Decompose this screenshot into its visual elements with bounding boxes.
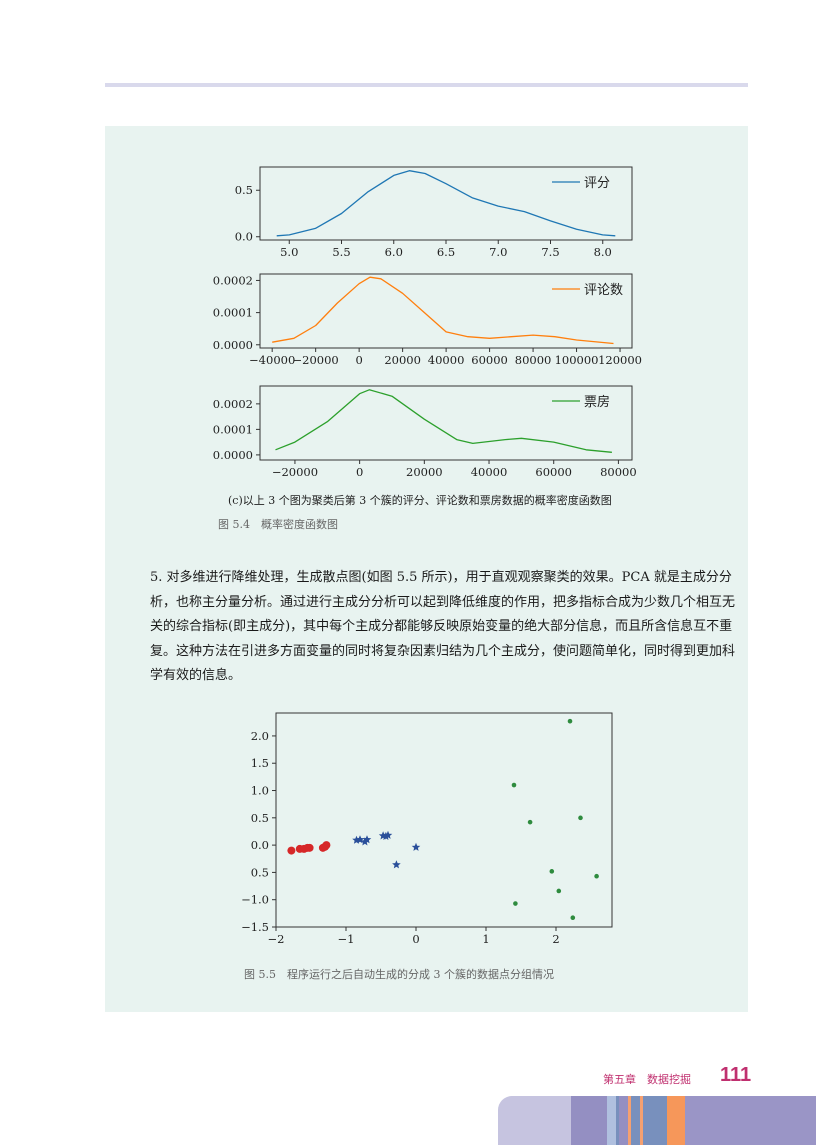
footer-band bbox=[619, 1096, 628, 1145]
x-tick-label: −1 bbox=[338, 932, 355, 946]
figure-5-4-subcaption: (c)以上 3 个图为聚类后第 3 个簇的评分、评论数和票房数据的概率密度函数图 bbox=[228, 494, 612, 507]
x-tick-label: 60000 bbox=[471, 353, 508, 367]
scatter-point bbox=[287, 846, 296, 855]
figure-5-4-caption: 图 5.4 概率密度函数图 bbox=[218, 518, 338, 531]
x-tick-label: 20000 bbox=[384, 353, 421, 367]
plot-frame bbox=[259, 385, 633, 461]
chart-1: 5.0 5.5 6.0 6.5 7.0 7.5 8.0 0.0 0.5 评分 bbox=[235, 166, 633, 259]
scatter-point bbox=[411, 842, 421, 851]
footer-band bbox=[667, 1096, 685, 1145]
x-tick-label: 0 bbox=[355, 353, 362, 367]
x-tick-label: 6.5 bbox=[437, 245, 455, 259]
x-tick-label: 5.0 bbox=[280, 245, 298, 259]
scatter-point bbox=[578, 815, 583, 821]
scatter-point bbox=[383, 830, 393, 839]
y-tick-label: 2.0 bbox=[251, 729, 269, 743]
x-tick-label: −20000 bbox=[272, 465, 318, 479]
x-tick-label: 80000 bbox=[600, 465, 637, 479]
x-tick-label: 120000 bbox=[598, 353, 642, 367]
footer-band bbox=[571, 1096, 607, 1145]
density-line bbox=[276, 170, 616, 237]
x-tick-label: 40000 bbox=[471, 465, 508, 479]
scatter-point bbox=[594, 873, 599, 879]
x-tick-label: 8.0 bbox=[594, 245, 612, 259]
scatter-point bbox=[352, 835, 361, 844]
y-tick-label: 1.0 bbox=[251, 784, 269, 798]
chart-4: −2 −1 0 1 2 2.0 1.5 1.0 0.5 0.0 0.5 −1.0 −1.5 bbox=[241, 712, 613, 946]
y-tick-label: 0.0 bbox=[251, 838, 269, 852]
y-tick-label: 0.0000 bbox=[213, 338, 253, 352]
legend-label: 票房 bbox=[584, 394, 610, 410]
scatter-point bbox=[527, 819, 533, 825]
scatter-point bbox=[549, 869, 555, 874]
y-tick-label: −1.5 bbox=[241, 920, 269, 934]
x-tick-label: −40000 bbox=[249, 353, 295, 367]
x-tick-label: 100000 bbox=[555, 353, 599, 367]
x-tick-label: −2 bbox=[268, 932, 285, 946]
plot-frame bbox=[275, 712, 613, 928]
scatter-point bbox=[355, 835, 365, 844]
body-paragraph: 5. 对多维进行降维处理，生成散点图(如图 5.5 所示)，用于直观观察聚类的效… bbox=[150, 566, 746, 689]
scatter-point bbox=[305, 843, 314, 852]
scatter-point bbox=[570, 915, 576, 921]
chart-2: −40000−20000 0 20000 40000 60000 80000 100000 1… bbox=[213, 273, 642, 367]
footer-band bbox=[640, 1096, 643, 1145]
x-tick-label: 80000 bbox=[515, 353, 552, 367]
legend-label: 评分 bbox=[584, 176, 610, 191]
y-tick-label: 0.0001 bbox=[213, 306, 253, 320]
x-tick-label: 40000 bbox=[428, 353, 465, 367]
legend-label: 评论数 bbox=[584, 283, 623, 298]
scatter-point bbox=[567, 718, 573, 724]
footer-band bbox=[616, 1096, 619, 1145]
scatter-point bbox=[513, 901, 518, 906]
page-number: 111 bbox=[720, 1064, 752, 1086]
y-tick-label: 0.5 bbox=[251, 811, 269, 825]
y-tick-label: 0.0002 bbox=[213, 397, 253, 411]
chart-3: −20000 0 20000 40000 60000 80000 0.0000 0.0001 0… bbox=[213, 385, 637, 479]
y-tick-label: −1.0 bbox=[241, 893, 269, 907]
density-line bbox=[272, 276, 614, 345]
x-tick-label: 1 bbox=[482, 932, 489, 946]
footer-band bbox=[643, 1096, 667, 1145]
figure-5-5-caption: 图 5.5 程序运行之后自动生成的分成 3 个簇的数据点分组情况 bbox=[244, 968, 554, 981]
y-tick-label: 0.0 bbox=[235, 230, 253, 244]
x-tick-label: 20000 bbox=[406, 465, 443, 479]
header-rule bbox=[105, 83, 748, 87]
footer-band bbox=[607, 1096, 616, 1145]
x-tick-label: 5.5 bbox=[332, 245, 350, 259]
footer-band bbox=[498, 1096, 571, 1145]
x-tick-label: 7.5 bbox=[541, 245, 559, 259]
scatter-point bbox=[392, 860, 401, 869]
footer-band bbox=[631, 1096, 640, 1145]
scatter-point bbox=[511, 782, 517, 788]
scatter-point bbox=[322, 841, 331, 850]
y-tick-label: 0.5 bbox=[235, 183, 253, 197]
paragraph-text: 5. 对多维进行降维处理，生成散点图(如图 5.5 所示)，用于直观观察聚类的效… bbox=[150, 570, 736, 683]
x-tick-label: 0 bbox=[412, 932, 419, 946]
x-tick-label: −20000 bbox=[293, 353, 339, 367]
scatter-point bbox=[556, 888, 562, 894]
y-tick-label: 0.5 bbox=[251, 865, 269, 879]
y-tick-label: 0.0001 bbox=[213, 422, 253, 436]
plot-frame bbox=[259, 273, 633, 349]
x-tick-label: 6.0 bbox=[385, 245, 403, 259]
x-tick-label: 60000 bbox=[535, 465, 572, 479]
scatter-point bbox=[381, 831, 391, 840]
density-line bbox=[275, 389, 612, 453]
y-tick-label: 0.0002 bbox=[213, 273, 253, 287]
x-tick-label: 7.0 bbox=[489, 245, 507, 259]
y-tick-label: 0.0000 bbox=[213, 448, 253, 462]
scatter-point bbox=[362, 835, 372, 844]
y-tick-label: 1.5 bbox=[251, 756, 269, 770]
chapter-label: 第五章 数据挖掘 bbox=[603, 1073, 691, 1086]
footer-band bbox=[685, 1096, 816, 1145]
x-tick-label: 0 bbox=[356, 465, 363, 479]
footer-band bbox=[628, 1096, 631, 1145]
x-tick-label: 2 bbox=[552, 932, 559, 946]
